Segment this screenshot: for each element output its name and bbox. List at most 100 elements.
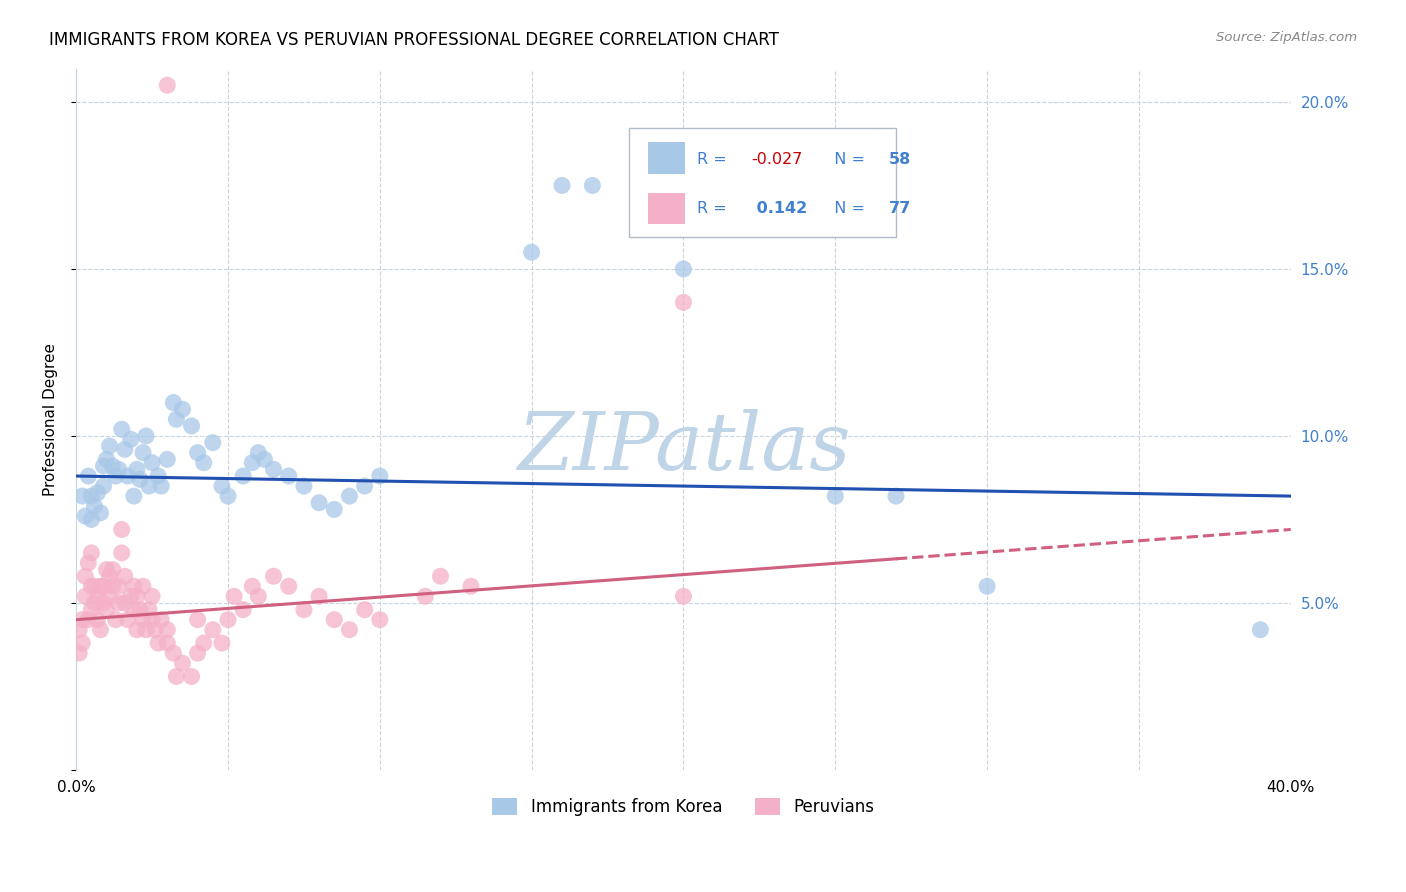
- Text: Source: ZipAtlas.com: Source: ZipAtlas.com: [1216, 31, 1357, 45]
- Point: [98, 439, 121, 453]
- Point: [323, 502, 346, 516]
- Point: [353, 602, 375, 616]
- Point: [83, 579, 105, 593]
- Point: [165, 412, 187, 426]
- Point: [222, 589, 245, 603]
- Point: [180, 669, 202, 683]
- Point: [70, 636, 93, 650]
- Point: [217, 613, 239, 627]
- Text: -0.027: -0.027: [751, 153, 803, 167]
- Point: [75, 509, 97, 524]
- Point: [211, 636, 233, 650]
- Point: [117, 469, 139, 483]
- Point: [107, 596, 129, 610]
- Point: [138, 479, 160, 493]
- Point: [129, 602, 152, 616]
- Y-axis label: Professional Degree: Professional Degree: [44, 343, 58, 496]
- Point: [172, 656, 194, 670]
- Point: [277, 469, 299, 483]
- Point: [111, 546, 134, 560]
- Point: [415, 589, 437, 603]
- Point: [339, 489, 361, 503]
- Point: [70, 613, 93, 627]
- Point: [143, 623, 166, 637]
- Point: [141, 589, 163, 603]
- Point: [120, 589, 142, 603]
- Point: [93, 458, 115, 473]
- Point: [77, 556, 100, 570]
- Point: [551, 178, 574, 193]
- Point: [93, 596, 115, 610]
- Point: [101, 579, 124, 593]
- Point: [101, 458, 124, 473]
- Text: N =: N =: [824, 153, 870, 167]
- Point: [96, 602, 118, 616]
- Point: [117, 613, 139, 627]
- Point: [86, 613, 108, 627]
- Point: [146, 469, 169, 483]
- Point: [672, 295, 695, 310]
- Point: [263, 462, 285, 476]
- Point: [308, 496, 330, 510]
- Point: [122, 602, 145, 616]
- Text: ZIPatlas: ZIPatlas: [516, 409, 851, 486]
- Point: [165, 669, 187, 683]
- Point: [89, 623, 111, 637]
- Point: [292, 602, 315, 616]
- Point: [368, 469, 391, 483]
- Point: [172, 402, 194, 417]
- Point: [339, 623, 361, 637]
- Point: [156, 623, 179, 637]
- Legend: Immigrants from Korea, Peruvians: Immigrants from Korea, Peruvians: [484, 790, 883, 825]
- Point: [672, 262, 695, 277]
- Point: [135, 623, 157, 637]
- FancyBboxPatch shape: [628, 128, 896, 237]
- Point: [107, 579, 129, 593]
- Point: [353, 479, 375, 493]
- Point: [247, 589, 270, 603]
- Point: [520, 245, 543, 260]
- Point: [138, 602, 160, 616]
- Point: [150, 479, 173, 493]
- Point: [80, 602, 103, 616]
- Point: [67, 646, 90, 660]
- Point: [96, 452, 118, 467]
- Point: [146, 636, 169, 650]
- Point: [132, 579, 155, 593]
- Text: R =: R =: [697, 202, 731, 217]
- Point: [884, 489, 907, 503]
- Point: [162, 395, 184, 409]
- Point: [162, 646, 184, 660]
- Point: [114, 442, 136, 457]
- Point: [247, 445, 270, 459]
- Point: [156, 636, 179, 650]
- Point: [187, 646, 209, 660]
- Point: [86, 485, 108, 500]
- Point: [253, 452, 276, 467]
- Point: [122, 579, 145, 593]
- Point: [114, 569, 136, 583]
- Point: [67, 623, 90, 637]
- Point: [125, 589, 148, 603]
- Point: [672, 589, 695, 603]
- Point: [86, 589, 108, 603]
- Point: [201, 435, 224, 450]
- Text: 77: 77: [889, 202, 911, 217]
- Point: [80, 579, 103, 593]
- Point: [240, 579, 263, 593]
- Point: [1249, 623, 1271, 637]
- Point: [132, 445, 155, 459]
- FancyBboxPatch shape: [648, 142, 685, 174]
- Point: [292, 479, 315, 493]
- Point: [187, 613, 209, 627]
- Point: [89, 579, 111, 593]
- Point: [156, 452, 179, 467]
- Point: [83, 499, 105, 513]
- Point: [77, 469, 100, 483]
- Point: [122, 489, 145, 503]
- Point: [232, 602, 254, 616]
- Point: [98, 589, 121, 603]
- Point: [77, 613, 100, 627]
- Point: [156, 78, 179, 93]
- Point: [824, 489, 846, 503]
